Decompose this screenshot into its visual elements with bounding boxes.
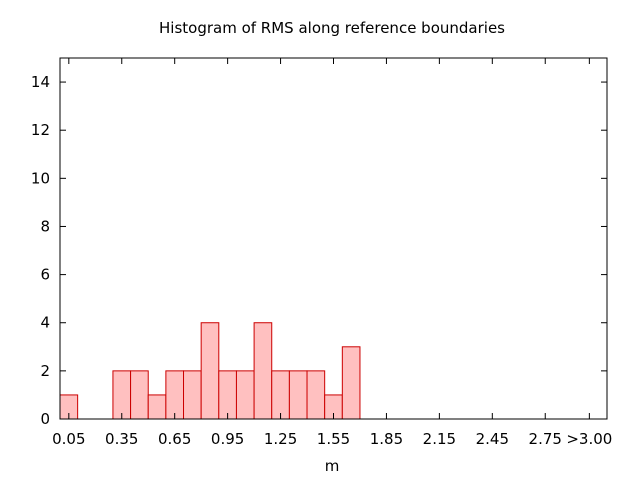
bars-group (59, 322, 361, 420)
bar (165, 370, 185, 420)
x-tick-label: 1.55 (317, 430, 350, 448)
bar (306, 370, 326, 420)
x-tick-label: 2.75 (529, 430, 562, 448)
x-tick-label: 0.95 (211, 430, 244, 448)
bar (112, 370, 132, 420)
x-axis-label: m (325, 457, 340, 475)
x-tick-label: 2.15 (423, 430, 456, 448)
y-tick-label: 14 (31, 73, 50, 91)
y-tick-label: 2 (40, 362, 50, 380)
bar (183, 370, 202, 420)
x-tick-label: 1.25 (264, 430, 297, 448)
x-tick-label: 0.05 (52, 430, 85, 448)
y-tick-label: 0 (40, 410, 50, 428)
bar (235, 370, 255, 420)
bar (341, 346, 361, 420)
y-tick-label: 12 (31, 121, 50, 139)
bar (200, 322, 220, 420)
y-tick-label: 10 (31, 169, 50, 187)
y-tick-label: 6 (40, 266, 50, 284)
x-tick-label: 0.35 (105, 430, 138, 448)
y-tick-label: 8 (40, 217, 50, 235)
y-axis: 0 2 4 6 8 10 12 14 (31, 73, 607, 428)
chart-title: Histogram of RMS along reference boundar… (159, 19, 505, 37)
y-tick-label: 4 (40, 314, 50, 332)
bar (218, 370, 237, 420)
x-tick-label: >3.00 (566, 430, 612, 448)
bar (271, 370, 290, 420)
bar (147, 394, 167, 420)
x-tick-label: 2.45 (476, 430, 509, 448)
bar (288, 370, 308, 420)
x-tick-label: 0.65 (158, 430, 191, 448)
x-axis: 0.05 0.35 0.65 0.95 1.25 1.55 1.85 2.15 2.45 2.75… (52, 58, 612, 448)
bar (253, 322, 273, 420)
x-tick-label: 1.85 (370, 430, 403, 448)
plot-frame (59, 57, 608, 420)
bar (130, 370, 149, 420)
